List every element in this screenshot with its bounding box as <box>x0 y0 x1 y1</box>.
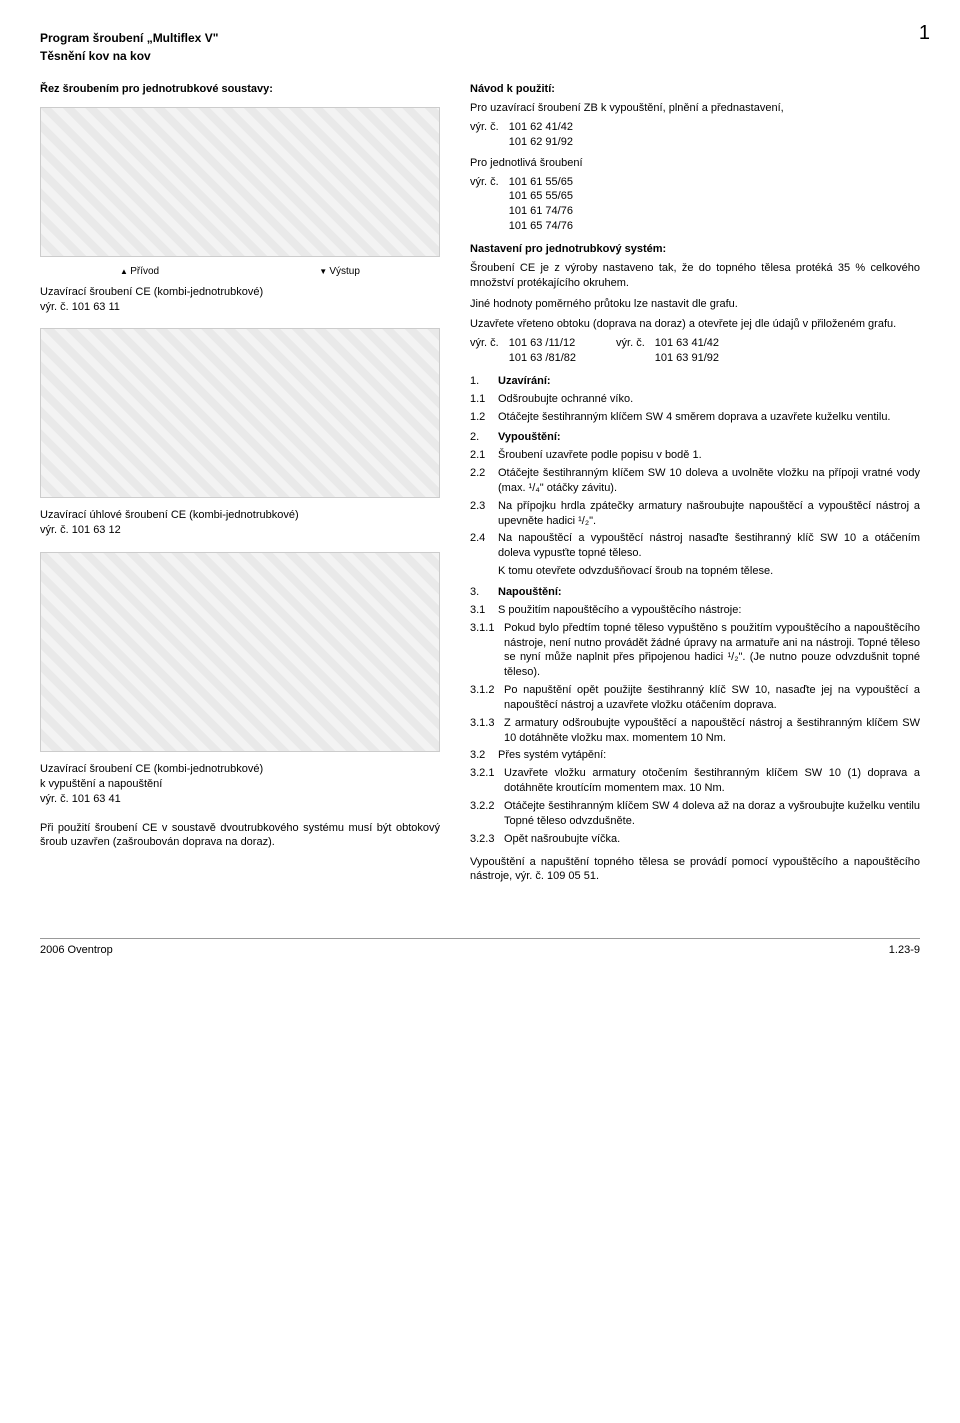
s2-3: Na přípojku hrdla zpátečky armatury našr… <box>498 499 920 529</box>
uzavrete-text: Uzavřete vřeteno obtoku (doprava na dora… <box>470 317 920 332</box>
s1-1: Odšroubujte ochranné víko. <box>498 392 920 407</box>
left-note: Při použití šroubení CE v soustavě dvout… <box>40 821 440 851</box>
title-line-2: Těsnění kov na kov <box>40 48 920 64</box>
footer: 2006 Oventrop 1.23-9 <box>40 938 920 958</box>
code-2b: 101 65 55/65 <box>509 189 573 204</box>
vyr-c-label-3: výr. č. <box>470 336 499 366</box>
caption-2-l1: Uzavírací úhlové šroubení CE (kombi-jedn… <box>40 508 440 523</box>
s3-2: Přes systém vytápění: <box>498 748 920 763</box>
page-number-top: 1 <box>919 20 930 47</box>
codes-right-l1: 101 63 41/42 <box>655 336 719 351</box>
caption-1: Uzavírací šroubení CE (kombi-jednotrubko… <box>40 285 440 315</box>
code-2a: 101 61 55/65 <box>509 175 573 190</box>
s3-1-1: Pokud bylo předtím topné těleso vypuštěn… <box>504 621 920 680</box>
vyr-c-label-2: výr. č. <box>470 175 499 234</box>
instructions-title: Návod k použití: <box>470 82 920 97</box>
s3-2-2: Otáčejte šestihranným klíčem SW 4 doleva… <box>504 799 920 829</box>
arrow-in-label: Přívod <box>120 265 159 279</box>
final-paragraph: Vypouštění a napuštění topného tělesa se… <box>470 855 920 885</box>
caption-3: Uzavírací šroubení CE (kombi-jednotrubko… <box>40 762 440 807</box>
diagram-1 <box>40 107 440 257</box>
codes-right-l2: 101 63 91/92 <box>655 351 719 366</box>
caption-3-l1: Uzavírací šroubení CE (kombi-jednotrubko… <box>40 762 440 777</box>
left-column: Řez šroubením pro jednotrubkové soustavy… <box>40 66 440 888</box>
right-column: Návod k použití: Pro uzavírací šroubení … <box>470 66 920 888</box>
s3-title: Napouštění: <box>498 585 920 600</box>
s2-title: Vypouštění: <box>498 430 920 445</box>
caption-1-l1: Uzavírací šroubení CE (kombi-jednotrubko… <box>40 285 440 300</box>
diagram-3 <box>40 552 440 752</box>
caption-3-l3: výr. č. 101 63 41 <box>40 792 440 807</box>
s1-title: Uzavírání: <box>498 374 920 389</box>
s3-2-3: Opět našroubujte víčka. <box>504 832 920 847</box>
diagram-2 <box>40 328 440 498</box>
arrow-labels: Přívod Výstup <box>40 265 440 279</box>
cut-section-title: Řez šroubením pro jednotrubkové soustavy… <box>40 82 440 97</box>
pro-zb-text: Pro uzavírací šroubení ZB k vypouštění, … <box>470 101 920 116</box>
code-2c: 101 61 74/76 <box>509 204 573 219</box>
s1-2: Otáčejte šestihranným klíčem SW 4 směrem… <box>498 410 920 425</box>
code-1b: 101 62 91/92 <box>509 135 573 150</box>
s3-1-3: Z armatury odšroubujte vypouštěcí a napo… <box>504 716 920 746</box>
code-2d: 101 65 74/76 <box>509 219 573 234</box>
s2-2: Otáčejte šestihranným klíčem SW 10 dolev… <box>498 466 920 496</box>
caption-2: Uzavírací úhlové šroubení CE (kombi-jedn… <box>40 508 440 538</box>
code-1a: 101 62 41/42 <box>509 120 573 135</box>
title-line-1: Program šroubení „Multiflex V" <box>40 30 920 46</box>
header: Program šroubení „Multiflex V" Těsnění k… <box>40 30 920 64</box>
caption-3-l2: k vypuštění a napouštění <box>40 777 440 792</box>
nastaveni-text: Šroubení CE je z výroby nastaveno tak, ž… <box>470 261 920 291</box>
caption-2-l2: výr. č. 101 63 12 <box>40 523 440 538</box>
caption-1-l2: výr. č. 101 63 11 <box>40 300 440 315</box>
footer-left: 2006 Oventrop <box>40 943 113 958</box>
codes-left-l1: 101 63 /11/12 <box>509 336 576 351</box>
s3-1: S použitím napouštěcího a vypouštěcího n… <box>498 603 920 618</box>
jine-text: Jiné hodnoty poměrného průtoku lze nasta… <box>470 297 920 312</box>
s3-1-2: Po napuštění opět použijte šestihranný k… <box>504 683 920 713</box>
s2-4b: K tomu otevřete odvzdušňovací šroub na t… <box>498 564 920 579</box>
codes-left-l2: 101 63 /81/82 <box>509 351 576 366</box>
s2-1: Šroubení uzavřete podle popisu v bodě 1. <box>498 448 920 463</box>
s2-4: Na napouštěcí a vypouštěcí nástroj nasaď… <box>498 531 920 561</box>
nastaveni-title: Nastavení pro jednotrubkový systém: <box>470 242 920 257</box>
vyr-c-label-4: výr. č. <box>616 336 645 366</box>
footer-right: 1.23-9 <box>889 943 920 958</box>
vyr-c-label-1: výr. č. <box>470 120 499 150</box>
s3-2-1: Uzavřete vložku armatury otočením šestih… <box>504 766 920 796</box>
pro-jed-text: Pro jednotlivá šroubení <box>470 156 920 171</box>
arrow-out-label: Výstup <box>319 265 360 279</box>
